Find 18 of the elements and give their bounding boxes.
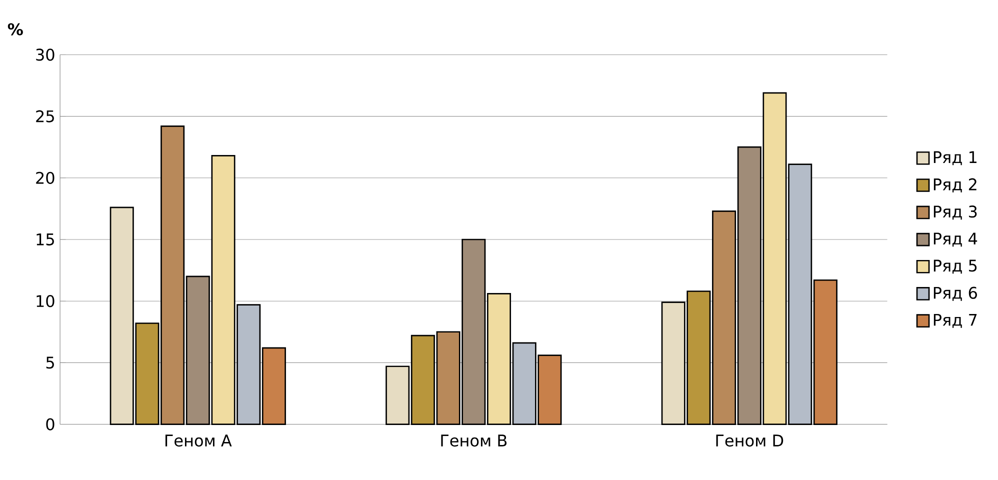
x-tick-label: Геном B — [441, 434, 507, 446]
legend-label: Ряд 6 — [934, 286, 977, 301]
y-tick-label: 10 — [36, 294, 54, 307]
y-tick-label: 15 — [36, 233, 54, 246]
legend-label: Ряд 3 — [934, 205, 977, 220]
y-tick-label: 25 — [36, 110, 54, 122]
y-tick-label: 30 — [36, 48, 54, 61]
legend-label: Ряд 7 — [934, 314, 977, 328]
x-tick-label: Геном D — [716, 434, 784, 446]
legend-label: Ряд 4 — [934, 232, 978, 246]
legend-label: Ряд 1 — [934, 151, 976, 166]
y-tick-label: 0 — [46, 418, 54, 430]
y-axis-title: % — [8, 23, 23, 36]
x-tick-label: Геном A — [165, 434, 232, 446]
y-tick-label: 5 — [46, 356, 54, 368]
legend-label: Ряд 5 — [934, 260, 977, 274]
legend-label: Ряд 2 — [934, 178, 976, 192]
y-tick-label: 20 — [36, 172, 54, 184]
